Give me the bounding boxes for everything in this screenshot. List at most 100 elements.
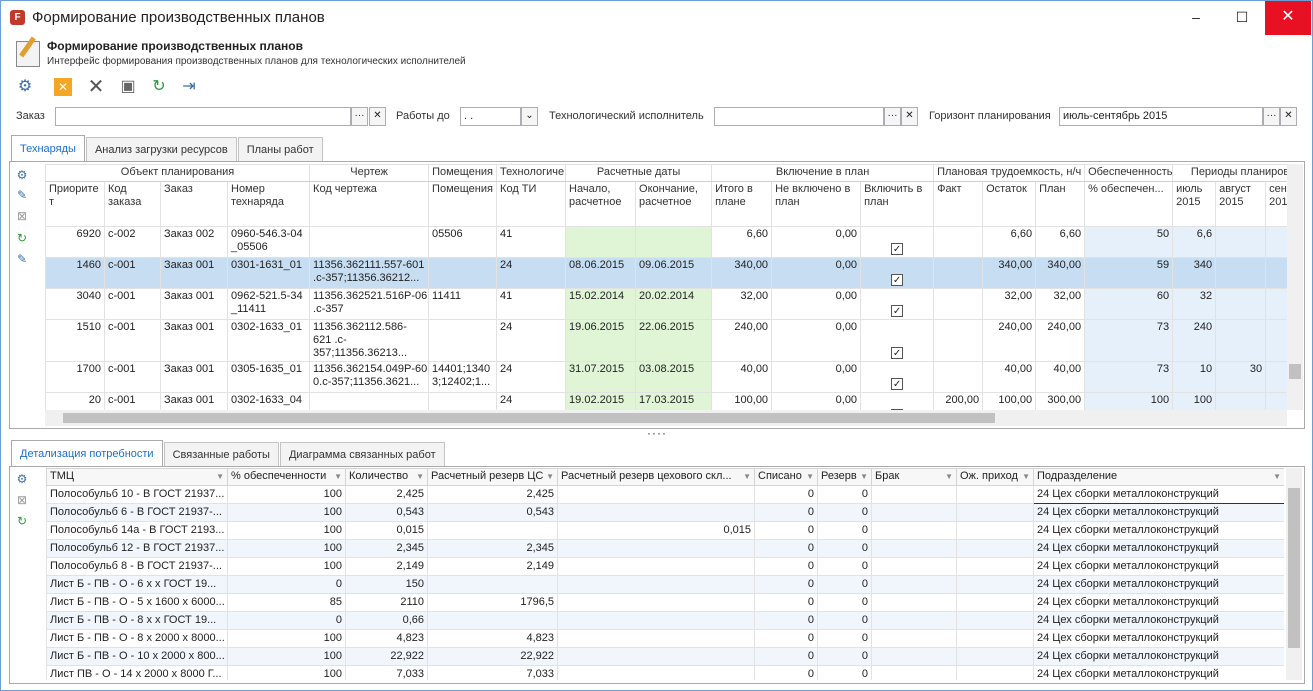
remove-icon[interactable]: ⊠ — [16, 209, 28, 223]
column-header[interactable]: Не включено в план — [771, 181, 862, 227]
column-header[interactable]: ▼ Списано — [754, 468, 818, 486]
edit-icon[interactable]: ✎ — [16, 188, 28, 202]
detail-refresh-icon[interactable]: ↻ — [16, 514, 28, 528]
tab-related-works[interactable]: Связанные работы — [163, 442, 279, 466]
horizon-clear-button[interactable]: ✕ — [1280, 107, 1297, 126]
column-header[interactable]: ▼ Количество — [345, 468, 428, 486]
exit-icon[interactable]: ⇥ — [182, 78, 196, 95]
column-header[interactable]: Начало, расчетное — [565, 181, 637, 227]
filter-icon[interactable]: ▼ — [860, 472, 868, 481]
column-header[interactable]: Заказ — [160, 181, 228, 227]
column-header[interactable]: % обеспечен... — [1084, 181, 1174, 227]
executor-field[interactable] — [714, 107, 884, 126]
column-header[interactable]: август 2015 — [1215, 181, 1267, 227]
filter-icon[interactable]: ▼ — [546, 472, 554, 481]
filter-icon[interactable]: ▼ — [945, 472, 953, 481]
save-icon[interactable]: ▣ — [120, 78, 136, 95]
column-header[interactable]: ▼ Ож. приход — [956, 468, 1034, 486]
order-field[interactable] — [55, 107, 351, 126]
refresh-grid-icon[interactable]: ↻ — [16, 231, 28, 245]
table-row[interactable]: Полособульб 6 - В ГОСТ 21937-... 100 0,543… — [46, 503, 1284, 522]
filter-icon[interactable]: ▼ — [1273, 472, 1281, 481]
tools-menu-icon[interactable]: ⚙ — [17, 78, 33, 95]
include-checkbox[interactable]: ✓ — [891, 243, 904, 255]
executor-browse-button[interactable]: ··· — [884, 107, 901, 126]
column-header[interactable]: Код заказа — [104, 181, 161, 227]
table-row[interactable]: 1510 с-001 Заказ 001 0302-1633_01 11356.3621… — [45, 319, 1287, 362]
column-header[interactable]: Факт — [933, 181, 984, 227]
table-row[interactable]: 20 с-001 Заказ 001 0302-1633_04 24 19.02.2015… — [45, 392, 1287, 410]
column-header[interactable]: ▼ Брак — [871, 468, 957, 486]
include-checkbox[interactable]: ✓ — [891, 409, 904, 410]
column-header[interactable]: ▼ Подразделение — [1033, 468, 1284, 486]
column-header[interactable]: Приорите т — [45, 181, 105, 227]
top-grid-vscrollbar[interactable] — [1287, 164, 1303, 410]
table-row[interactable]: Лист Б - ПВ - О - 8 x x ГОСТ 19... 0 0,66 0… — [46, 611, 1284, 630]
table-row[interactable]: Лист Б - ПВ - О - 8 x 2000 x 8000... 100 4… — [46, 629, 1284, 648]
edit-row-icon[interactable]: ✎ — [16, 252, 28, 266]
tab-demand-detail[interactable]: Детализация потребности — [11, 440, 163, 466]
filter-icon[interactable]: ▼ — [806, 472, 814, 481]
horizon-field[interactable]: июль-сентябрь 2015 — [1059, 107, 1263, 126]
include-checkbox[interactable]: ✓ — [891, 347, 904, 359]
filter-icon[interactable]: ▼ — [743, 472, 751, 481]
column-header[interactable]: Включить в план — [860, 181, 935, 227]
minimize-button[interactable]: – — [1192, 9, 1200, 25]
tab-work-plans[interactable]: Планы работ — [237, 137, 323, 161]
table-row[interactable]: Лист Б - ПВ - О - 5 x 1600 x 6000... 85 21… — [46, 593, 1284, 612]
tab-related-diagram[interactable]: Диаграмма связанных работ — [279, 442, 445, 466]
refresh-icon[interactable]: ↻ — [152, 78, 166, 95]
include-checkbox[interactable]: ✓ — [891, 305, 904, 317]
table-row[interactable]: Полособульб 10 - В ГОСТ 21937... 100 2,425… — [46, 485, 1284, 504]
column-header[interactable]: ▼ Расчетный резерв ЦС — [427, 468, 558, 486]
table-row[interactable]: Полособульб 14а - В ГОСТ 2193... 100 0,015… — [46, 521, 1284, 540]
splitter-grip[interactable]: ···· — [647, 426, 667, 440]
delete-icon[interactable]: ✕ — [87, 76, 105, 98]
filter-icon[interactable]: ▼ — [216, 472, 224, 481]
column-header[interactable]: ▼% обеспеченности — [227, 468, 346, 486]
demand-grid-vscrollbar[interactable] — [1286, 468, 1302, 680]
column-header[interactable]: Код чертежа — [309, 181, 430, 227]
column-header[interactable]: ▼ ТМЦ — [46, 468, 228, 486]
table-row[interactable]: Полособульб 8 - В ГОСТ 21937-... 100 2,149… — [46, 557, 1284, 576]
grid-tools-icon[interactable]: ⚙ — [16, 168, 28, 182]
column-header[interactable]: Окончание, расчетное — [635, 181, 713, 227]
works-date-field[interactable]: . . — [460, 107, 521, 126]
top-grid-hscrollbar[interactable] — [45, 410, 1287, 426]
include-checkbox[interactable]: ✓ — [891, 274, 904, 286]
detail-tools-icon[interactable]: ⚙ — [16, 472, 28, 486]
filter-icon[interactable]: ▼ — [1022, 472, 1030, 481]
table-row[interactable]: 6920 с-002 Заказ 002 0960-546.3-04 _05506 05… — [45, 226, 1287, 258]
table-row[interactable]: 1700 с-001 Заказ 001 0305-1635_01 11356.3621… — [45, 361, 1287, 393]
column-header[interactable]: Помещения — [428, 181, 498, 227]
filter-icon[interactable]: ▼ — [334, 472, 342, 481]
detail-remove-icon[interactable]: ⊠ — [16, 493, 28, 507]
table-row[interactable]: 1460 с-001 Заказ 001 0301-1631_01 11356.3621… — [45, 257, 1287, 289]
column-header[interactable]: ▼ Резерв — [817, 468, 872, 486]
table-row[interactable]: Лист Б - ПВ - О - 10 x 2000 x 800... 100 2… — [46, 647, 1284, 666]
column-header[interactable]: План — [1035, 181, 1086, 227]
filter-icon[interactable]: ▼ — [416, 472, 424, 481]
column-header[interactable]: ▼ Расчетный резерв цехового скл... — [557, 468, 755, 486]
table-row[interactable]: 3040 с-001 Заказ 001 0962-521.5-34 _11411 11… — [45, 288, 1287, 320]
close-button[interactable]: ✕ — [1265, 1, 1311, 35]
column-header[interactable]: Остаток — [982, 181, 1037, 227]
maximize-button[interactable]: ☐ — [1235, 9, 1249, 25]
works-date-dropdown[interactable]: ⌄ — [521, 107, 538, 126]
include-checkbox[interactable]: ✓ — [891, 378, 904, 390]
order-clear-button[interactable]: ✕ — [369, 107, 386, 126]
column-header[interactable]: сен 201 — [1265, 181, 1287, 227]
column-header[interactable]: Номер технаряда — [226, 181, 311, 227]
order-browse-button[interactable]: ··· — [351, 107, 368, 126]
column-header[interactable]: июль 2015 — [1172, 181, 1217, 227]
tab-tech-orders[interactable]: Технаряды — [11, 135, 85, 161]
table-row[interactable]: Полособульб 12 - В ГОСТ 21937... 100 2,345… — [46, 539, 1284, 558]
table-row[interactable]: Лист ПВ - О - 14 x 2000 x 8000 Г... 100 7,… — [46, 665, 1284, 680]
column-header[interactable]: Код ТИ — [496, 181, 567, 227]
executor-clear-button[interactable]: ✕ — [901, 107, 918, 126]
column-header[interactable]: Итого в плане — [711, 181, 773, 227]
tab-resource-load[interactable]: Анализ загрузки ресурсов — [85, 137, 237, 161]
horizon-browse-button[interactable]: ··· — [1263, 107, 1280, 126]
cancel-icon[interactable]: ✕ — [54, 78, 72, 96]
table-row[interactable]: Лист Б - ПВ - О - 6 x x ГОСТ 19... 0 150 0 0… — [46, 575, 1284, 594]
